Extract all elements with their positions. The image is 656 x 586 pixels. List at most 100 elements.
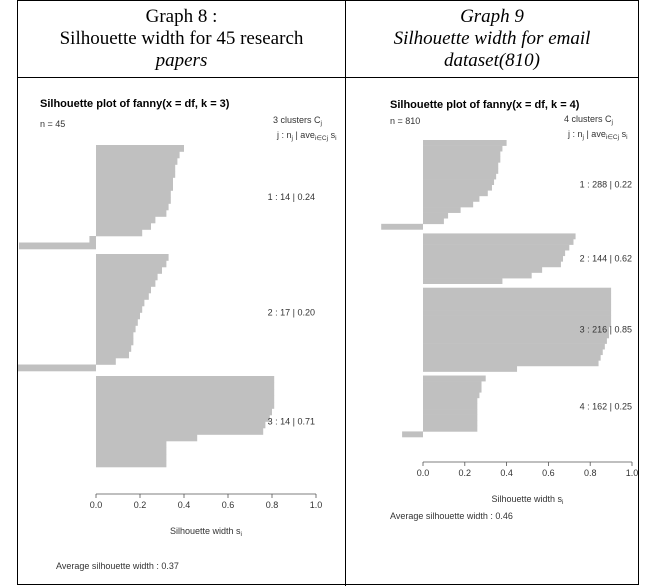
silhouette-bar-c1-12: [423, 201, 474, 208]
silhouette-bar-c2-2: [96, 260, 167, 268]
text-part: j : n: [276, 130, 292, 140]
silhouette-bar-c2-15: [96, 345, 132, 352]
n-label: n = 45: [40, 119, 65, 129]
header-graph-9: Graph 9 Silhouette width for email datas…: [346, 1, 638, 77]
x-tick-label: 0.4: [178, 500, 191, 510]
silhouette-bar-c2-3: [96, 267, 162, 274]
silhouette-bar-c3-4: [423, 304, 612, 311]
text-part: Silhouette width s: [492, 494, 563, 504]
header-right-line3: dataset(810): [443, 50, 541, 71]
text-part: i: [335, 135, 336, 142]
column-divider: [345, 1, 346, 586]
silhouette-bar-c3-3: [96, 389, 275, 396]
x-axis-label: Silhouette width si: [170, 526, 242, 538]
silhouette-bar-c4-6: [423, 403, 478, 410]
silhouette-bar-c3-3: [423, 298, 612, 305]
x-tick-label: 0.2: [134, 500, 147, 510]
silhouette-bar-c3-13: [96, 454, 167, 461]
header-left-line1: Graph 8 :: [145, 6, 218, 27]
silhouette-bar-c2-8: [96, 299, 145, 307]
silhouette-bar-c3-1: [96, 376, 275, 383]
silhouette-bar-c3-9: [423, 332, 610, 339]
silhouette-bar-c3-14: [423, 360, 599, 367]
silhouette-bar-c1-6: [423, 167, 499, 174]
silhouette-bar-c1-5: [423, 162, 499, 169]
silhouette-bar-c4-1: [423, 375, 486, 382]
text-part: i∈Cj: [315, 135, 328, 142]
legend-header: 3 clusters Cj: [273, 115, 322, 127]
silhouette-bar-c3-2: [96, 382, 275, 390]
silhouette-bar-c1-14: [423, 212, 449, 219]
silhouette-bar-c2-7: [423, 266, 543, 273]
silhouette-bar-c2-2: [423, 239, 574, 245]
silhouette-bar-c2-9: [423, 278, 503, 285]
text-part: j: [291, 135, 293, 142]
silhouette-bar-c1-11: [96, 210, 167, 217]
x-tick-label: 0.0: [90, 500, 103, 510]
silhouette-bar-c3-12: [96, 447, 167, 455]
silhouette-bar-c1-8: [423, 179, 495, 186]
x-tick-label: 0.2: [459, 468, 472, 478]
silhouette-bar-c1-12: [96, 216, 156, 224]
silhouette-bar-c1-9: [96, 197, 171, 204]
silhouette-bar-c3-5: [96, 402, 275, 409]
text-part: s: [619, 129, 627, 139]
silhouette-bar-c2-1: [423, 233, 576, 240]
silhouette-bar-c3-6: [423, 315, 612, 322]
table-frame: Graph 8 : Silhouette width for 45 resear…: [17, 0, 639, 586]
cluster-label-1: 1 : 14 | 0.24: [268, 192, 315, 202]
silhouette-bar-c1-9: [423, 184, 492, 191]
silhouette-bar-c3-10: [423, 338, 607, 344]
silhouette-bar-c1-3: [96, 158, 178, 165]
text-part: j: [611, 119, 613, 126]
silhouette-bar-c4-8: [423, 414, 478, 421]
silhouette-bar-c2-9: [96, 306, 143, 313]
average-silhouette-label: Average silhouette width : 0.46: [390, 511, 513, 521]
header-right-line1: Graph 9: [460, 6, 524, 27]
silhouette-bar-c1-1: [96, 145, 184, 152]
cluster-label-1: 1 : 288 | 0.22: [580, 180, 632, 190]
silhouette-bar-c1-15: [423, 218, 444, 225]
silhouette-bar-c1-2: [96, 151, 180, 159]
text-part: 3 clusters C: [273, 115, 321, 125]
silhouette-bar-c2-8: [423, 272, 532, 279]
text-part: i∈Cj: [606, 134, 619, 141]
cluster-label-2: 2 : 144 | 0.62: [580, 254, 632, 264]
silhouette-bar-c1-2: [423, 145, 503, 152]
silhouette-bar-c3-1: [423, 287, 612, 294]
silhouette-bar-c2-10: [96, 312, 140, 320]
silhouette-bar-c3-11: [96, 441, 167, 448]
header-left-line3: papers: [155, 50, 208, 71]
x-tick-label: 0.4: [500, 468, 513, 478]
silhouette-bar-c3-6: [96, 408, 272, 416]
silhouette-bar-c3-4: [96, 395, 275, 403]
silhouette-bar-c1-5: [96, 171, 176, 178]
text-part: Silhouette width s: [170, 526, 241, 536]
silhouette-bar-c3-12: [423, 349, 603, 356]
silhouette-bar-c4-3: [423, 386, 482, 393]
x-tick-label: 0.6: [222, 500, 235, 510]
silhouette-bar-c4-2: [423, 381, 482, 388]
text-part: | ave: [584, 129, 606, 139]
header-graph-8: Graph 8 : Silhouette width for 45 resear…: [18, 1, 345, 77]
silhouette-bar-c2-7: [96, 293, 149, 300]
silhouette-bar-c4-11: [402, 431, 423, 438]
silhouette-bar-c2-5: [423, 255, 564, 262]
silhouette-chart-left: Silhouette plot of fanny(x = df, k = 3) n…: [18, 98, 337, 571]
legend-columns: j : nj | avei∈Cj si: [276, 130, 337, 142]
silhouette-bar-c1-11: [423, 195, 480, 202]
silhouette-bar-c2-3: [423, 244, 570, 251]
header-right-line2: Silhouette width for email: [393, 28, 591, 49]
cluster-label-3: 3 : 14 | 0.71: [268, 417, 315, 427]
text-part: j : n: [567, 129, 583, 139]
silhouette-bar-c2-1: [96, 254, 169, 261]
silhouette-bar-c2-17: [96, 358, 116, 365]
silhouette-bar-c1-15: [89, 236, 96, 243]
silhouette-bar-c1-8: [96, 190, 171, 198]
text-part: j: [582, 134, 584, 141]
x-tick-label: 0.0: [417, 468, 430, 478]
average-silhouette-label: Average silhouette width : 0.37: [56, 561, 179, 571]
x-tick-label: 0.8: [584, 468, 597, 478]
chart-title: Silhouette plot of fanny(x = df, k = 3): [40, 98, 230, 110]
silhouette-bar-c3-13: [423, 354, 601, 361]
